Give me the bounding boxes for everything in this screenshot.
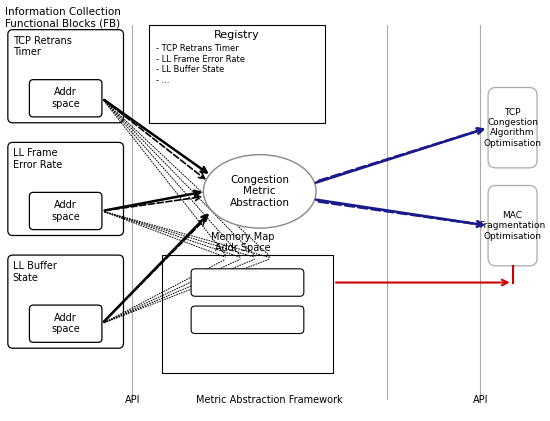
FancyBboxPatch shape: [191, 269, 304, 296]
FancyBboxPatch shape: [29, 80, 102, 117]
Text: TCP
Congestion
Algorithm
Optimisation: TCP Congestion Algorithm Optimisation: [483, 108, 542, 148]
Text: API: API: [472, 395, 488, 405]
FancyBboxPatch shape: [8, 255, 124, 348]
FancyBboxPatch shape: [488, 88, 537, 168]
Text: Addr
space: Addr space: [51, 200, 80, 222]
Text: API: API: [124, 395, 140, 405]
FancyBboxPatch shape: [8, 142, 124, 235]
Text: LL Buffer
State: LL Buffer State: [13, 261, 57, 282]
Text: LL Frame
Error Rate: LL Frame Error Rate: [13, 148, 62, 170]
FancyBboxPatch shape: [29, 192, 102, 229]
FancyBboxPatch shape: [8, 29, 124, 123]
Bar: [149, 25, 326, 123]
FancyBboxPatch shape: [488, 186, 537, 266]
Text: Metric Abstraction Framework: Metric Abstraction Framework: [196, 395, 343, 405]
FancyBboxPatch shape: [29, 305, 102, 342]
Ellipse shape: [204, 155, 316, 228]
Bar: [162, 255, 333, 373]
Text: Information Collection
Functional Blocks (FB): Information Collection Functional Blocks…: [5, 7, 121, 29]
FancyBboxPatch shape: [191, 306, 304, 333]
Text: Registry: Registry: [214, 29, 260, 40]
Text: Addr
space: Addr space: [51, 88, 80, 109]
Text: MAC
Fragmentation
Optimisation: MAC Fragmentation Optimisation: [480, 211, 546, 240]
Text: - TCP Retrans Timer
- LL Frame Error Rate
- LL Buffer State
- ...: - TCP Retrans Timer - LL Frame Error Rat…: [156, 44, 245, 85]
Text: TCP Retrans
Timer: TCP Retrans Timer: [13, 35, 72, 57]
Text: Congestion
Metric
Abstraction: Congestion Metric Abstraction: [230, 175, 290, 208]
Text: Addr
space: Addr space: [51, 313, 80, 335]
Text: Memory Map
Addr Space: Memory Map Addr Space: [211, 232, 274, 253]
